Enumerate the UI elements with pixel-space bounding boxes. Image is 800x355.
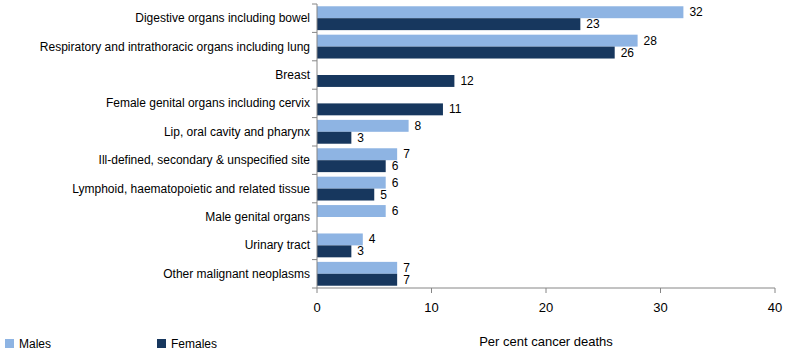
x-tick <box>775 288 776 293</box>
legend-swatch <box>5 339 14 348</box>
category-label: Breast <box>275 68 310 82</box>
bar <box>317 75 454 87</box>
category-tick <box>312 259 317 260</box>
bar <box>317 47 615 59</box>
legend-label: Males <box>19 337 51 351</box>
data-label: 3 <box>357 131 364 145</box>
x-tick-label: 20 <box>539 300 553 315</box>
bar <box>317 18 580 30</box>
bar <box>317 177 386 189</box>
bar <box>317 274 397 286</box>
category-label: Ill-defined, secondary & unspecified sit… <box>99 153 311 167</box>
category-label: Male genital organs <box>205 210 310 224</box>
category-label: Lip, oral cavity and pharynx <box>164 125 310 139</box>
data-label: 5 <box>380 188 387 202</box>
data-label: 7 <box>403 147 410 161</box>
bar <box>317 233 363 245</box>
bar <box>317 148 397 160</box>
category-tick <box>312 60 317 61</box>
data-label: 26 <box>621 46 635 60</box>
category-label: Respiratory and intrathoracic organs inc… <box>40 40 310 54</box>
x-tick <box>660 288 661 293</box>
bar <box>317 6 683 18</box>
x-tick-label: 0 <box>313 300 320 315</box>
category-tick <box>312 174 317 175</box>
data-label: 8 <box>415 119 422 133</box>
bars <box>317 6 683 285</box>
x-tick-label: 30 <box>653 300 667 315</box>
x-tick-label: 40 <box>768 300 782 315</box>
bar <box>317 35 638 47</box>
x-axis-label: Per cent cancer deaths <box>479 334 613 349</box>
category-label: Lymphoid, haematopoietic and related tis… <box>72 182 310 196</box>
legend-label: Females <box>171 337 217 351</box>
category-tick <box>312 117 317 118</box>
category-tick <box>312 4 317 5</box>
category-label: Female genital organs including cervix <box>106 96 310 110</box>
category-tick <box>312 288 317 289</box>
bar <box>317 245 351 257</box>
bar <box>317 103 443 115</box>
category-tick <box>312 32 317 33</box>
data-label: 6 <box>392 204 399 218</box>
category-label: Other malignant neoplasms <box>163 267 310 281</box>
category-label: Digestive organs including bowel <box>135 11 310 25</box>
data-label: 12 <box>460 74 474 88</box>
bar <box>317 205 386 217</box>
bar <box>317 160 386 172</box>
data-label: 23 <box>586 17 600 31</box>
data-label: 3 <box>357 244 364 258</box>
category-label: Urinary tract <box>245 238 311 252</box>
chart: 32288766472326121136537Digestive organs … <box>0 0 800 355</box>
data-label: 6 <box>392 176 399 190</box>
category-tick <box>312 231 317 232</box>
data-label: 32 <box>689 5 703 19</box>
data-label: 6 <box>392 159 399 173</box>
category-tick <box>312 146 317 147</box>
category-tick <box>312 202 317 203</box>
bar <box>317 132 351 144</box>
x-tick-label: 10 <box>424 300 438 315</box>
data-label: 4 <box>369 232 376 246</box>
x-tick <box>317 288 318 293</box>
legend-swatch <box>157 339 166 348</box>
category-tick <box>312 89 317 90</box>
data-label: 7 <box>403 273 410 287</box>
x-tick <box>431 288 432 293</box>
bar <box>317 189 374 201</box>
bar <box>317 262 397 274</box>
data-label: 28 <box>644 34 658 48</box>
data-label: 11 <box>449 102 462 116</box>
x-tick <box>546 288 547 293</box>
